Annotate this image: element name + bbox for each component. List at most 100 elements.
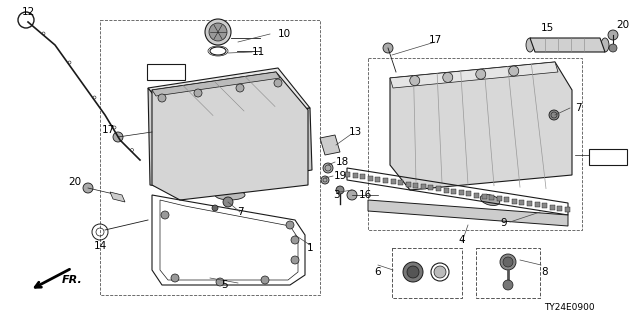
Circle shape bbox=[83, 183, 93, 193]
Text: TY24E0900: TY24E0900 bbox=[545, 303, 595, 313]
Text: 11: 11 bbox=[252, 47, 264, 57]
Polygon shape bbox=[390, 62, 572, 190]
Bar bbox=[451, 189, 456, 194]
Circle shape bbox=[609, 44, 617, 52]
Bar bbox=[550, 204, 555, 210]
Bar bbox=[413, 183, 419, 188]
Bar bbox=[459, 190, 464, 195]
Ellipse shape bbox=[254, 130, 290, 154]
Circle shape bbox=[347, 190, 357, 200]
Ellipse shape bbox=[218, 140, 242, 156]
Bar bbox=[406, 182, 411, 187]
Circle shape bbox=[161, 211, 169, 219]
Bar bbox=[467, 191, 472, 196]
Circle shape bbox=[323, 163, 333, 173]
Circle shape bbox=[336, 186, 344, 194]
Polygon shape bbox=[180, 108, 312, 190]
Bar bbox=[474, 193, 479, 197]
Bar bbox=[436, 187, 441, 191]
Ellipse shape bbox=[215, 190, 245, 200]
Bar bbox=[353, 173, 358, 178]
Text: 19: 19 bbox=[333, 171, 347, 181]
Circle shape bbox=[223, 197, 233, 207]
Circle shape bbox=[403, 262, 423, 282]
Text: 18: 18 bbox=[335, 157, 349, 167]
Bar bbox=[481, 194, 486, 199]
Circle shape bbox=[209, 23, 227, 41]
Ellipse shape bbox=[601, 38, 609, 52]
Circle shape bbox=[216, 278, 224, 286]
Circle shape bbox=[113, 132, 123, 142]
Text: 12: 12 bbox=[21, 7, 35, 17]
Bar bbox=[527, 201, 532, 206]
Ellipse shape bbox=[212, 136, 248, 160]
Text: 10: 10 bbox=[277, 29, 291, 39]
Bar bbox=[557, 206, 563, 211]
Circle shape bbox=[274, 79, 282, 87]
Circle shape bbox=[608, 30, 618, 40]
Polygon shape bbox=[530, 38, 605, 52]
FancyBboxPatch shape bbox=[589, 149, 627, 165]
Circle shape bbox=[407, 266, 419, 278]
Text: 7: 7 bbox=[237, 207, 243, 217]
Polygon shape bbox=[390, 62, 558, 88]
Ellipse shape bbox=[173, 147, 197, 163]
Bar bbox=[345, 172, 350, 177]
Text: 3: 3 bbox=[333, 190, 339, 200]
Circle shape bbox=[503, 280, 513, 290]
Bar bbox=[368, 176, 372, 180]
Text: FR.: FR. bbox=[61, 275, 83, 285]
Bar bbox=[398, 180, 403, 186]
Text: E-8: E-8 bbox=[599, 152, 617, 162]
Bar bbox=[565, 207, 570, 212]
Text: 17: 17 bbox=[101, 125, 115, 135]
Circle shape bbox=[286, 221, 294, 229]
Text: 13: 13 bbox=[348, 127, 362, 137]
FancyBboxPatch shape bbox=[147, 64, 185, 80]
Bar bbox=[520, 200, 525, 205]
Circle shape bbox=[549, 110, 559, 120]
Circle shape bbox=[410, 76, 420, 85]
Text: 16: 16 bbox=[358, 190, 372, 200]
Bar bbox=[504, 197, 509, 202]
Circle shape bbox=[500, 254, 516, 270]
Ellipse shape bbox=[480, 195, 500, 205]
Ellipse shape bbox=[167, 143, 203, 167]
Bar bbox=[428, 185, 433, 190]
Polygon shape bbox=[152, 72, 280, 96]
Text: 2: 2 bbox=[594, 150, 600, 160]
Bar bbox=[360, 174, 365, 180]
Polygon shape bbox=[320, 135, 340, 155]
Circle shape bbox=[443, 72, 452, 82]
Bar bbox=[421, 184, 426, 189]
Text: 20: 20 bbox=[616, 20, 630, 30]
Text: 15: 15 bbox=[540, 23, 554, 33]
Ellipse shape bbox=[526, 38, 534, 52]
Circle shape bbox=[205, 19, 231, 45]
Circle shape bbox=[509, 66, 519, 76]
Circle shape bbox=[291, 256, 299, 264]
Polygon shape bbox=[152, 72, 308, 200]
Text: 1: 1 bbox=[307, 243, 314, 253]
Bar bbox=[390, 179, 396, 184]
Circle shape bbox=[476, 69, 486, 79]
Circle shape bbox=[321, 176, 329, 184]
Text: 14: 14 bbox=[93, 241, 107, 251]
Ellipse shape bbox=[434, 266, 446, 278]
Ellipse shape bbox=[179, 151, 191, 159]
Circle shape bbox=[158, 94, 166, 102]
Text: 4: 4 bbox=[459, 235, 465, 245]
Text: 20: 20 bbox=[68, 177, 81, 187]
Bar bbox=[497, 196, 502, 201]
Ellipse shape bbox=[266, 138, 278, 146]
Bar bbox=[489, 195, 494, 200]
Bar bbox=[534, 202, 540, 207]
Bar bbox=[375, 177, 380, 182]
Text: E-8: E-8 bbox=[157, 67, 175, 77]
Circle shape bbox=[261, 276, 269, 284]
Bar bbox=[512, 198, 517, 204]
Ellipse shape bbox=[260, 134, 284, 150]
Circle shape bbox=[171, 274, 179, 282]
Text: 7: 7 bbox=[575, 103, 581, 113]
Ellipse shape bbox=[224, 144, 236, 152]
